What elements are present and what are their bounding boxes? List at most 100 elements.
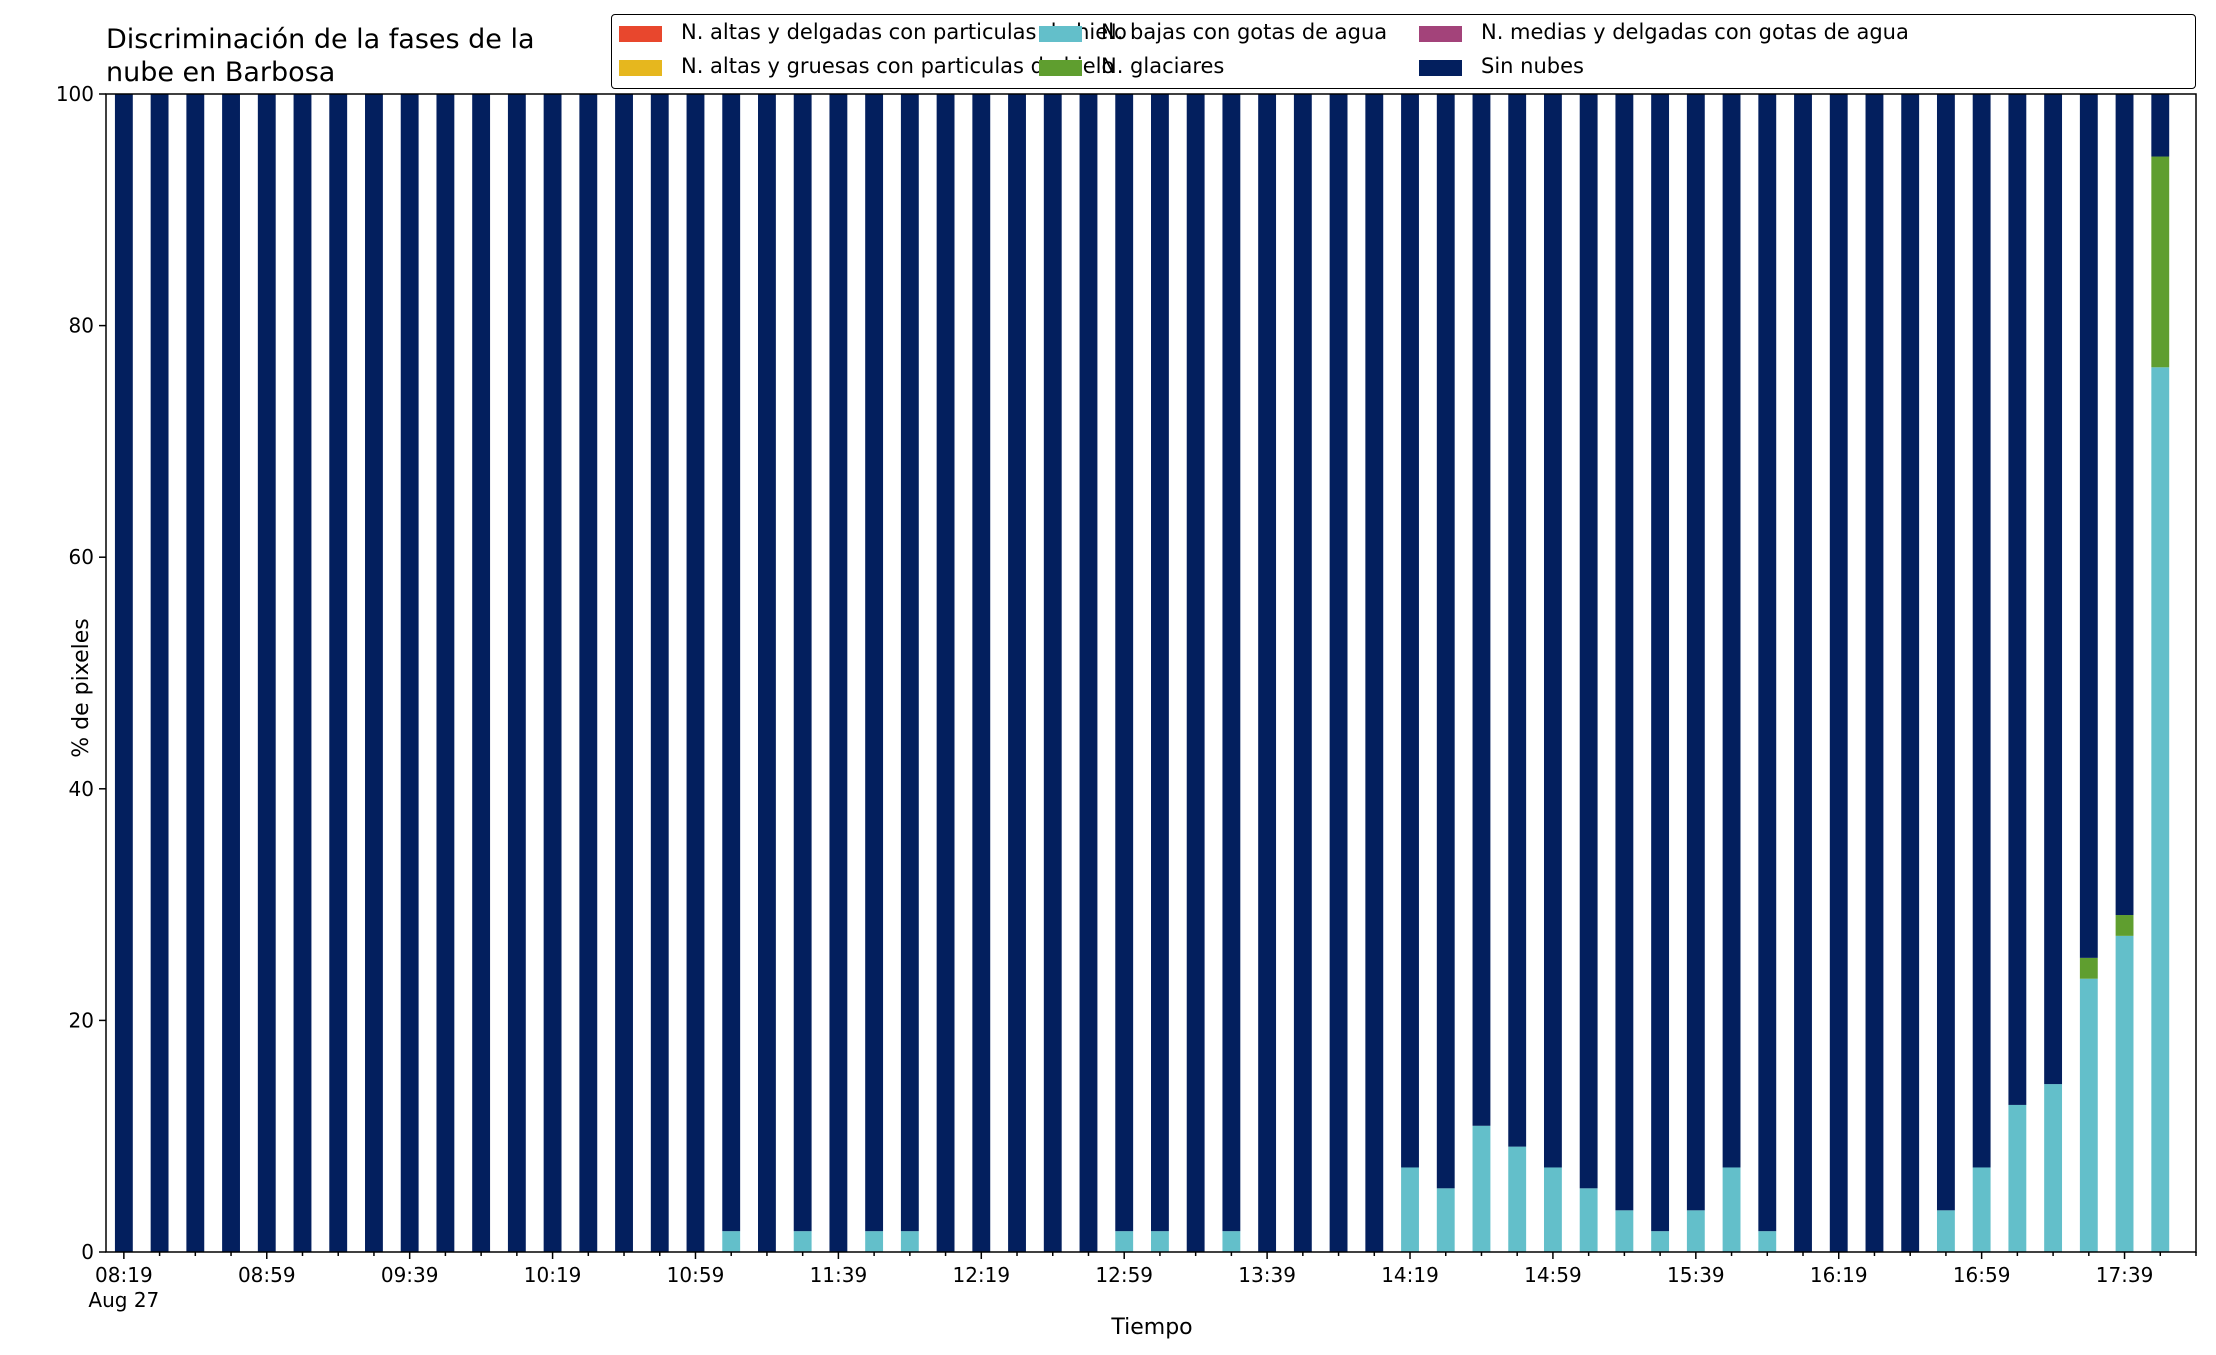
bar-segment-s2-21 — [865, 1231, 884, 1252]
bar-segment-s2-56 — [2115, 935, 2134, 1252]
x-tick-label: 08:19 — [95, 1263, 153, 1287]
bar-segment-s2-22 — [900, 1231, 919, 1252]
chart-title-line-2: nube en Barbosa — [106, 57, 336, 88]
legend-swatch — [619, 26, 662, 42]
bar-segment-s2-29 — [1151, 1231, 1169, 1252]
bar-segment-s2-39 — [1508, 1146, 1527, 1252]
bar-segment-s5-52 — [1972, 94, 1991, 1168]
bar-segment-s5-5 — [293, 94, 312, 1252]
bar-segment-s2-54 — [2044, 1084, 2063, 1252]
bar-segment-s5-6 — [329, 94, 348, 1252]
y-tick-label: 0 — [81, 1240, 94, 1264]
bar-segment-s5-23 — [936, 94, 955, 1252]
bar-segment-s2-36 — [1401, 1167, 1419, 1252]
bar-segment-s5-56 — [2115, 94, 2134, 916]
bar-segment-s4-57 — [2151, 156, 2170, 368]
bar-segment-s5-45 — [1722, 94, 1741, 1168]
bar-segment-s5-9 — [436, 94, 455, 1252]
legend-swatch — [1419, 60, 1462, 76]
bar-segment-s4-55 — [2079, 957, 2098, 979]
x-tick-label: 15:39 — [1667, 1263, 1725, 1287]
bar-segment-s5-30 — [1186, 94, 1205, 1252]
x-tick-label: 08:59 — [238, 1263, 296, 1287]
bars-group — [114, 94, 2170, 1253]
x-axis: 08:19 08:59 09:39 10:19 10:59 11:39 12:19 12:59… — [88, 1252, 2197, 1312]
bar-segment-s5-26 — [1043, 94, 1062, 1252]
bar-segment-s5-31 — [1222, 94, 1241, 1232]
legend-label: N. bajas con gotas de agua — [1101, 20, 1388, 44]
x-axis-label: Tiempo — [1111, 1315, 1193, 1340]
plot-frame — [105, 93, 2197, 1253]
bar-segment-s5-27 — [1079, 94, 1098, 1252]
bar-segment-s2-55 — [2079, 978, 2098, 1252]
x-tick-label: 13:39 — [1238, 1263, 1296, 1287]
bar-segment-s5-29 — [1151, 94, 1169, 1232]
bar-segment-s2-28 — [1115, 1231, 1134, 1252]
bar-segment-s5-11 — [507, 94, 526, 1252]
legend-swatch — [619, 60, 662, 76]
bar-segment-s2-43 — [1651, 1231, 1670, 1252]
bar-segment-s5-47 — [1794, 94, 1812, 1252]
y-tick-label: 60 — [69, 545, 94, 569]
legend-label: N. glaciares — [1101, 54, 1225, 78]
y-tick-label: 20 — [69, 1008, 94, 1032]
legend-swatch — [1419, 26, 1462, 42]
bar-segment-s2-41 — [1579, 1188, 1598, 1252]
x-tick-sublabel: Aug 27 — [88, 1288, 159, 1312]
bar-segment-s5-18 — [758, 94, 776, 1252]
bar-segment-s2-45 — [1722, 1167, 1741, 1252]
bar-segment-s2-37 — [1436, 1188, 1455, 1252]
bar-segment-s2-31 — [1222, 1231, 1241, 1252]
bar-segment-s5-7 — [365, 94, 383, 1252]
bar-segment-s5-25 — [1008, 94, 1026, 1252]
x-tick-label: 14:19 — [1381, 1263, 1439, 1287]
bar-segment-s5-14 — [615, 94, 633, 1252]
x-tick-label: 16:19 — [1810, 1263, 1868, 1287]
bar-segment-s5-10 — [472, 94, 491, 1252]
bar-segment-s5-33 — [1293, 94, 1312, 1252]
bar-segment-s5-53 — [2008, 94, 2027, 1105]
bar-segment-s2-46 — [1758, 1231, 1777, 1252]
bar-segment-s5-24 — [972, 94, 991, 1252]
bar-segment-s5-44 — [1686, 94, 1705, 1211]
y-tick-label: 80 — [69, 314, 94, 338]
x-tick-label: 11:39 — [810, 1263, 868, 1287]
bar-segment-s5-34 — [1329, 94, 1348, 1252]
bar-segment-s2-38 — [1472, 1125, 1491, 1252]
bar-segment-s5-4 — [257, 94, 276, 1252]
bar-segment-s5-43 — [1651, 94, 1670, 1232]
bar-segment-s5-3 — [222, 94, 240, 1252]
bar-segment-s5-8 — [400, 94, 419, 1252]
bar-segment-s5-19 — [793, 94, 812, 1232]
bar-segment-s2-19 — [793, 1231, 812, 1252]
legend-label: Sin nubes — [1481, 54, 1584, 78]
x-tick-label: 10:59 — [667, 1263, 725, 1287]
bar-segment-s5-39 — [1508, 94, 1527, 1147]
bar-segment-s5-55 — [2079, 94, 2098, 958]
bar-segment-s5-0 — [114, 94, 133, 1252]
legend-swatch — [1039, 60, 1082, 76]
legend-label: N. medias y delgadas con gotas de agua — [1481, 20, 1909, 44]
bar-segment-s5-41 — [1579, 94, 1598, 1189]
bar-segment-s5-42 — [1615, 94, 1634, 1211]
bar-segment-s5-20 — [829, 94, 848, 1252]
bar-segment-s5-12 — [543, 94, 562, 1252]
x-tick-label: 16:59 — [1953, 1263, 2011, 1287]
bar-segment-s5-1 — [150, 94, 169, 1252]
x-tick-label: 17:39 — [2096, 1263, 2154, 1287]
bar-segment-s5-16 — [686, 94, 705, 1252]
bar-segment-s5-48 — [1829, 94, 1848, 1252]
bar-segment-s5-2 — [186, 94, 205, 1252]
legend: N. altas y delgadas con particulas de hi… — [611, 14, 2196, 89]
bar-segment-s2-44 — [1686, 1210, 1705, 1252]
y-tick-label: 100 — [56, 82, 94, 106]
x-tick-label: 12:59 — [1095, 1263, 1153, 1287]
bar-segment-s5-22 — [900, 94, 919, 1232]
x-tick-label: 12:19 — [952, 1263, 1010, 1287]
bar-segment-s5-32 — [1258, 94, 1277, 1252]
y-tick-label: 40 — [69, 777, 94, 801]
bar-segment-s5-37 — [1436, 94, 1455, 1189]
bar-segment-s5-15 — [650, 94, 669, 1252]
bar-segment-s5-21 — [865, 94, 884, 1232]
